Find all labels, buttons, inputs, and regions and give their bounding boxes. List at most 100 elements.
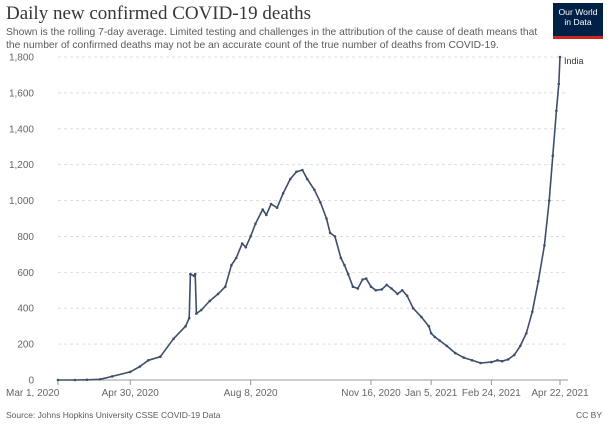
data-point (56, 378, 60, 382)
data-point (351, 285, 355, 289)
data-point (269, 202, 273, 206)
data-point (557, 82, 561, 86)
data-point (240, 242, 244, 245)
data-point (470, 359, 474, 362)
data-point (405, 294, 409, 298)
y-tick-label: 800 (17, 232, 34, 243)
data-point (295, 170, 298, 174)
y-tick-label: 1,000 (9, 196, 34, 207)
data-point (289, 177, 292, 181)
data-point (380, 288, 384, 291)
data-point (73, 378, 77, 382)
data-point (374, 289, 378, 292)
data-point (85, 378, 89, 382)
data-point (128, 370, 132, 374)
y-tick-label: 0 (28, 376, 34, 387)
data-point (184, 324, 187, 328)
data-point (490, 360, 493, 364)
data-point (558, 55, 562, 59)
data-point (525, 332, 528, 335)
data-point (333, 235, 337, 238)
data-point (343, 263, 346, 267)
logo-line-1: Our World (558, 7, 598, 17)
data-point (445, 344, 449, 348)
data-point (519, 344, 522, 348)
data-point (187, 316, 191, 320)
data-point (420, 315, 423, 319)
owid-logo[interactable]: Our World in Data (553, 3, 603, 39)
data-point (328, 231, 332, 235)
x-tick-label: Nov 16, 2020 (341, 388, 401, 399)
data-point (438, 339, 441, 342)
chart-title: Daily new confirmed COVID-19 deaths (6, 3, 311, 24)
data-point (200, 308, 203, 312)
grid-lines (58, 56, 568, 345)
data-point (543, 244, 546, 247)
data-point (555, 109, 558, 113)
data-point (401, 289, 404, 292)
data-point (216, 292, 220, 296)
data-point (325, 217, 328, 220)
data-point (319, 201, 322, 204)
data-point (429, 332, 433, 335)
data-point (500, 359, 504, 363)
chart-subtitle: Shown is the rolling 7-day average. Limi… (6, 27, 538, 51)
data-point (193, 272, 197, 276)
data-point (531, 310, 534, 314)
series-line (58, 56, 561, 381)
data-point (537, 280, 540, 283)
data-point (254, 222, 257, 226)
series-labels: India (564, 56, 584, 66)
license-link[interactable]: CC BY (576, 410, 602, 420)
x-tick-label: Mar 1, 2020 (6, 388, 60, 399)
data-point (427, 324, 431, 328)
y-tick-label: 200 (17, 340, 34, 351)
data-point (547, 199, 551, 202)
data-point (356, 287, 360, 290)
data-point (172, 337, 175, 341)
y-tick-label: 1,800 (9, 53, 34, 64)
data-point (462, 356, 466, 359)
line-chart: 0 200 400 600 800 1,000 1,200 1,400 1,600 1,800 Ma… (6, 53, 589, 400)
data-point (361, 278, 364, 281)
data-point (305, 177, 309, 181)
y-tick-label: 1,400 (9, 124, 34, 135)
data-point (265, 213, 268, 217)
data-point (301, 168, 304, 172)
data-point (390, 287, 393, 290)
x-tick-label: Aug 8, 2020 (224, 388, 278, 399)
data-point (261, 208, 265, 211)
data-point (551, 154, 555, 157)
data-point (208, 299, 211, 303)
data-point (189, 272, 192, 276)
data-point (230, 263, 233, 267)
data-point (454, 351, 457, 355)
data-point (234, 256, 238, 260)
data-point (110, 375, 114, 378)
data-point (224, 285, 227, 289)
x-tick-label: Jan 5, 2021 (405, 388, 458, 399)
x-tick-label: Feb 24, 2021 (462, 388, 521, 399)
data-point (159, 355, 162, 359)
data-point (411, 306, 415, 310)
data-point (281, 192, 285, 195)
series-label: India (564, 56, 584, 66)
y-tick-label: 600 (17, 268, 34, 279)
data-point (506, 358, 510, 361)
source-note: Source: Johns Hopkins University CSSE CO… (6, 410, 221, 420)
axes: 0 200 400 600 800 1,000 1,200 1,400 1,600 1,800 Ma… (6, 53, 589, 400)
series-layer (56, 55, 562, 382)
data-point (313, 188, 316, 192)
data-point (396, 292, 399, 296)
data-point (513, 353, 516, 357)
data-point (364, 277, 368, 280)
data-point (244, 245, 248, 249)
x-tick-label: Apr 30, 2020 (102, 388, 160, 399)
data-point (249, 235, 252, 238)
data-point (195, 312, 198, 315)
data-point (147, 359, 150, 362)
data-point (433, 335, 437, 339)
data-point (385, 283, 388, 287)
data-point (496, 359, 499, 362)
data-point (138, 365, 142, 368)
